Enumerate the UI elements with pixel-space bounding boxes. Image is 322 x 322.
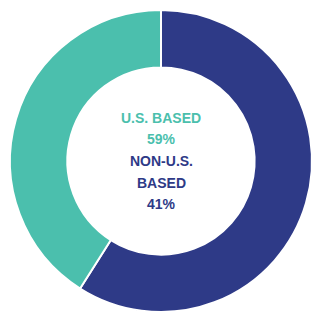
- svg-text:41%: 41%: [147, 196, 176, 212]
- svg-text:U.S. BASED: U.S. BASED: [121, 110, 201, 126]
- svg-text:BASED: BASED: [137, 175, 186, 191]
- svg-text:NON-U.S.: NON-U.S.: [130, 153, 193, 169]
- svg-text:59%: 59%: [147, 131, 176, 147]
